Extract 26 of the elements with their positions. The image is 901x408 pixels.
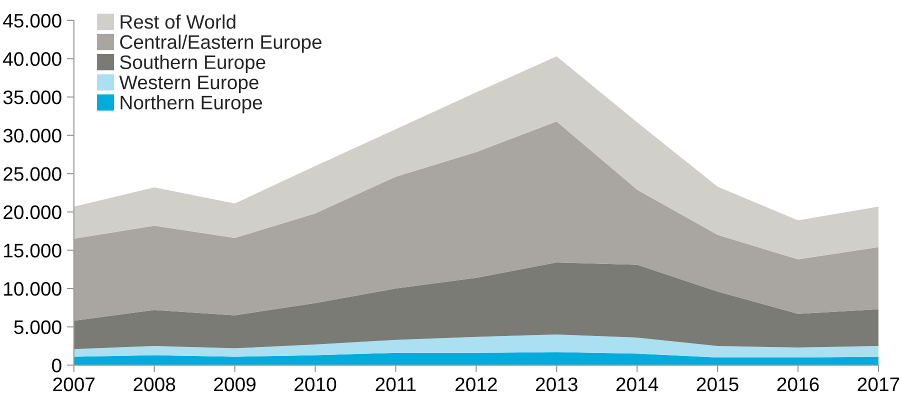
y-tick-label: 5.000 [14, 320, 62, 334]
x-tick-label: 2010 [294, 377, 336, 392]
x-tick-label: 2016 [777, 377, 819, 392]
y-tick-label: 45.000 [3, 14, 62, 28]
y-tick-label: 0 [52, 358, 62, 372]
x-tick-label: 2011 [376, 377, 416, 392]
x-tick-label: 2015 [696, 377, 738, 392]
x-tick-label: 2012 [456, 377, 497, 392]
y-tick-label: 35.000 [3, 90, 62, 104]
y-tick-label: 20.000 [4, 205, 62, 220]
y-tick-label: 40.000 [3, 52, 62, 66]
legend-label: Central/Eastern Europe [120, 34, 322, 53]
legend-label: Western Europe [119, 76, 258, 94]
y-tick-label: 25.000 [4, 167, 62, 181]
y-tick-label: 15.000 [4, 244, 62, 258]
legend-label: Southern Europe [120, 54, 266, 73]
x-tick-label: 2013 [536, 377, 578, 392]
x-tick-label: 2017 [858, 377, 900, 392]
x-tick-label: 2008 [134, 377, 176, 392]
y-tick-label: 30.000 [3, 128, 62, 143]
y-tick-label: 10.000 [4, 282, 62, 296]
legend-label: Rest of World [120, 14, 236, 29]
x-tick-label: 2014 [616, 377, 658, 392]
x-tick-label: 2007 [53, 377, 95, 392]
x-tick-label: 2009 [214, 377, 256, 392]
legend-label: Northern Europe [120, 95, 262, 114]
